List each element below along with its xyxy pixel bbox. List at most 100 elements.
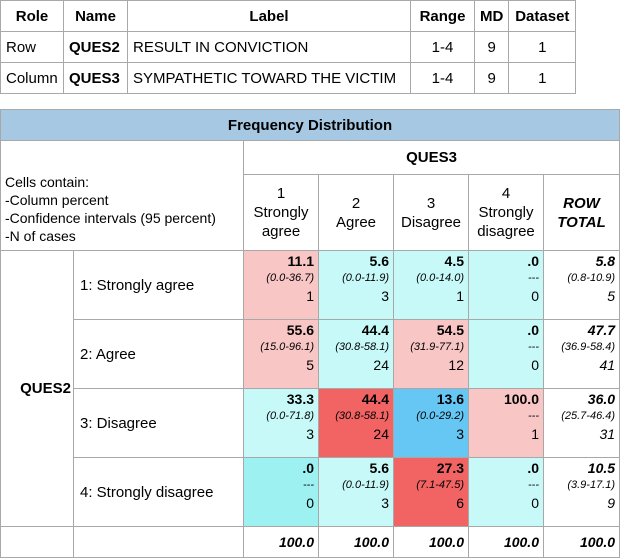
row-label: 1: Strongly agree — [73, 250, 244, 320]
confidence-interval: --- — [528, 272, 539, 284]
confidence-interval: (0.8-10.9) — [567, 272, 616, 284]
column-total: 100.0 — [243, 526, 319, 558]
var-label: RESULT IN CONVICTION — [127, 31, 411, 63]
column-percent: 11.1 — [287, 253, 314, 269]
col-label: agree — [261, 223, 301, 241]
case-count: 0 — [531, 357, 539, 373]
case-count: 24 — [373, 357, 389, 373]
case-count: 3 — [381, 495, 389, 511]
confidence-interval: --- — [528, 341, 539, 353]
table-row: 2: Agree 55.6 (15.0-96.1) 5 44.4 (30.8-58.1) 2… — [1, 319, 621, 389]
confidence-interval: (36.9-58.4) — [561, 341, 616, 353]
legend-line: -N of cases — [5, 228, 76, 244]
case-count: 1 — [531, 426, 539, 442]
confidence-interval: (7.1-47.5) — [416, 479, 464, 491]
confidence-interval: (0.0-11.9) — [342, 272, 389, 284]
crosstab-cell: 100.0 --- 1 — [468, 388, 544, 458]
var-name: QUES2 — [63, 31, 128, 63]
case-count: 1 — [456, 288, 464, 304]
case-count: 1 — [306, 288, 314, 304]
case-count: 0 — [531, 495, 539, 511]
confidence-interval: (0.0-29.2) — [416, 410, 464, 422]
column-total-row: 100.0 100.0 100.0 100.0 100.0 — [0, 526, 621, 558]
col-code: 2 — [351, 194, 361, 212]
col-label: Disagree — [400, 213, 462, 231]
confidence-interval: --- — [528, 410, 539, 422]
column-header-4: 4 Strongly disagree — [468, 174, 544, 251]
variable-row-row: Row QUES2 RESULT IN CONVICTION 1-4 9 1 — [0, 31, 577, 63]
row-total-label: ROW — [563, 194, 600, 212]
var-md: 9 — [473, 31, 510, 63]
table-row: 4: Strongly disagree .0 --- 0 5.6 (0.0-11.9) 3… — [1, 457, 621, 527]
case-count: 12 — [448, 357, 464, 373]
col-code: 4 — [501, 185, 511, 203]
column-header-2: 2 Agree — [318, 174, 394, 251]
row-total-cell: 10.5 (3.9-17.1) 9 — [542, 457, 621, 527]
cell-legend: Cells contain: -Column percent -Confiden… — [0, 140, 244, 251]
crosstab-cell: 44.4 (30.8-58.1) 24 — [318, 319, 394, 389]
case-count: 41 — [599, 357, 616, 373]
col-code: 3 — [426, 194, 436, 212]
row-variable-spacer — [0, 526, 74, 558]
case-count: 24 — [373, 426, 389, 442]
row-label: 2: Agree — [73, 319, 244, 389]
confidence-interval: (3.9-17.1) — [567, 479, 616, 491]
crosstab-cell: .0 --- 0 — [468, 319, 544, 389]
row-total-label: TOTAL — [557, 213, 606, 231]
var-name: QUES3 — [63, 62, 128, 94]
column-percent: 5.6 — [369, 253, 389, 269]
row-variable-name: QUES2 — [0, 250, 74, 527]
col-label: disagree — [477, 223, 535, 241]
row-label: 3: Disagree — [73, 388, 244, 458]
column-variable-name: QUES3 — [242, 139, 621, 176]
crosstab-cell: .0 --- 0 — [468, 457, 544, 527]
column-total: 100.0 — [468, 526, 544, 558]
var-role: Column — [0, 62, 64, 94]
column-percent: 55.6 — [286, 322, 314, 338]
col-header-dataset: Dataset — [508, 0, 577, 32]
column-percent: 47.7 — [587, 322, 616, 338]
crosstab-cell: 44.4 (30.8-58.1) 24 — [318, 388, 394, 458]
column-percent: 27.3 — [436, 460, 464, 476]
confidence-interval: (31.9-77.1) — [410, 341, 464, 353]
column-percent: 33.3 — [286, 391, 314, 407]
legend-line: -Confidence intervals (95 percent) — [5, 210, 216, 226]
var-range: 1-4 — [410, 31, 475, 63]
col-label: Strongly — [478, 204, 534, 222]
crosstab-cell: 13.6 (0.0-29.2) 3 — [393, 388, 469, 458]
row-total-cell: 47.7 (36.9-58.4) 41 — [542, 319, 621, 389]
var-dataset: 1 — [508, 62, 577, 94]
col-code: 1 — [276, 185, 286, 203]
column-percent: .0 — [527, 322, 539, 338]
case-count: 0 — [306, 495, 314, 511]
crosstab-cell: 5.6 (0.0-11.9) 3 — [318, 250, 394, 320]
crosstab-cell: 11.1 (0.0-36.7) 1 — [243, 250, 319, 320]
crosstab-cell: 33.3 (0.0-71.8) 3 — [243, 388, 319, 458]
grand-total: 100.0 — [542, 526, 621, 558]
variables-table: Role Name Label Range MD Dataset Row QUE… — [0, 0, 577, 94]
column-total-spacer — [73, 526, 244, 558]
confidence-interval: (0.0-71.8) — [266, 410, 314, 422]
confidence-interval: (0.0-36.7) — [266, 272, 314, 284]
crosstab-cell: 5.6 (0.0-11.9) 3 — [318, 457, 394, 527]
case-count: 6 — [456, 495, 464, 511]
column-percent: 10.5 — [587, 460, 616, 476]
crosstab-cell: .0 --- 0 — [468, 250, 544, 320]
crosstab-cell: 27.3 (7.1-47.5) 6 — [393, 457, 469, 527]
var-range: 1-4 — [410, 62, 475, 94]
column-percent: 5.6 — [369, 460, 389, 476]
col-label: Strongly — [253, 204, 309, 222]
column-total: 100.0 — [318, 526, 394, 558]
case-count: 9 — [607, 495, 616, 511]
col-header-md: MD — [473, 0, 510, 32]
column-percent: 4.5 — [444, 253, 464, 269]
frequency-title: Frequency Distribution — [0, 109, 621, 141]
crosstab-cell: 55.6 (15.0-96.1) 5 — [243, 319, 319, 389]
case-count: 0 — [531, 288, 539, 304]
table-row: QUES2 1: Strongly agree 11.1 (0.0-36.7) 1 5.6… — [0, 250, 621, 527]
confidence-interval: (15.0-96.1) — [260, 341, 314, 353]
column-header-3: 3 Disagree — [393, 174, 469, 251]
column-percent: .0 — [302, 460, 314, 476]
column-percent: 36.0 — [587, 391, 616, 407]
confidence-interval: (0.0-14.0) — [416, 272, 464, 284]
